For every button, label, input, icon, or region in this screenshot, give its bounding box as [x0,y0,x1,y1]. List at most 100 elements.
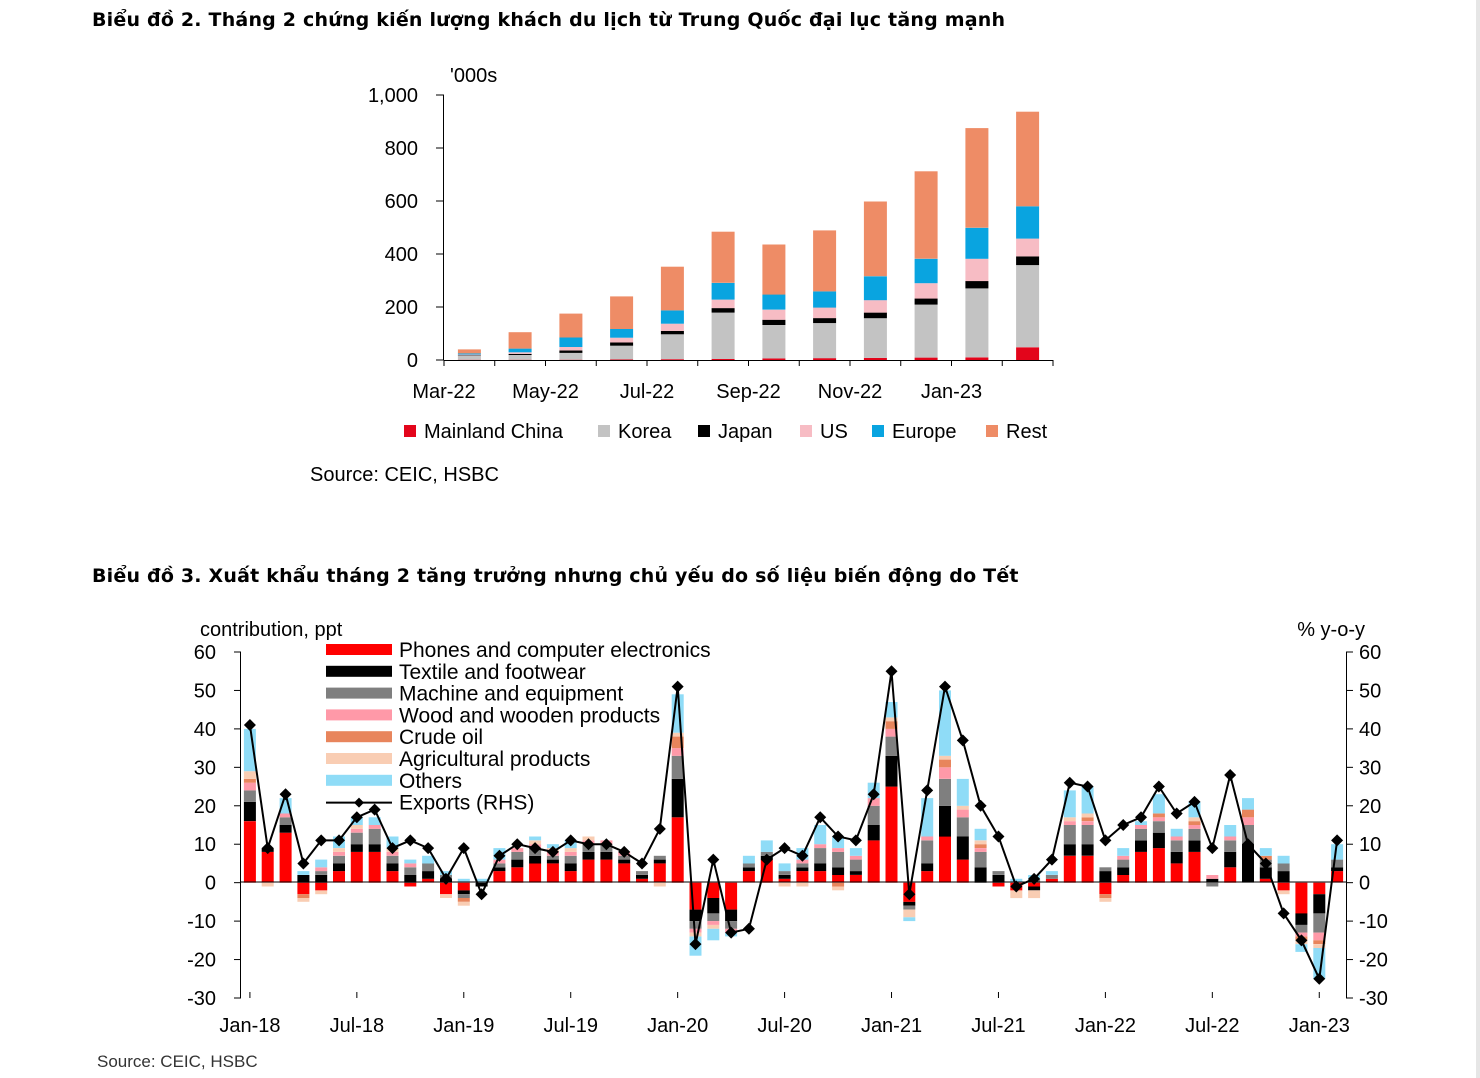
bar-phones-and-computer-electronics-may-22 [1170,863,1183,883]
bar-textile-and-footwear-apr-22 [1152,832,1165,849]
exports-xtick-label: Jul-20 [757,1015,811,1037]
bar-phones-and-computer-electronics-apr-21 [939,836,951,883]
exports-point-jan-23 [1313,972,1326,985]
exports-point-sep-22 [1241,838,1254,851]
bar-machine-and-equipment-jul-21 [992,871,1005,875]
legend-label-japan: Japan [718,421,773,443]
bar-crude-oil-jan-23 [1313,940,1326,945]
exports-point-feb-21 [903,888,916,901]
bar-agricultural-products-jan-20 [671,732,684,737]
bar-agricultural-products-mar-20 [707,925,720,929]
exports-right-tick-label: -30 [1359,988,1388,1010]
bar-wood-and-wooden-products-dec-21 [1081,821,1094,825]
right-edge-divider [1476,0,1480,1078]
exports-right-tick-label: 10 [1359,834,1381,856]
bar-wood-and-wooden-products-mar-21 [921,836,934,841]
legend-swatch-wood-and-wooden-products [326,709,392,721]
bar-mainland-china-oct-22 [813,358,837,360]
legend-swatch-machine-and-equipment [326,687,392,699]
bar-crude-oil-jun-21 [974,844,987,848]
bar-phones-and-computer-electronics-apr-19 [511,867,524,883]
bar-textile-and-footwear-nov-20 [849,871,862,875]
exports-xtick-label: Jul-18 [330,1015,384,1037]
exports-xtick-label: Jan-22 [1075,1015,1136,1037]
exports-point-oct-18 [404,834,417,847]
bar-phones-and-computer-electronics-may-18 [315,882,328,891]
exports-point-jan-21 [885,665,898,678]
bar-europe-feb-23 [1016,206,1040,239]
bar-agricultural-products-nov-22 [1277,890,1290,895]
bar-phones-and-computer-electronics-sep-19 [600,859,613,883]
legend-swatch-japan [698,425,710,437]
exports-point-sep-20 [814,811,827,824]
bar-textile-and-footwear-sep-19 [600,851,613,860]
bar-others-apr-22 [1152,794,1165,814]
bar-textile-and-footwear-jun-21 [974,867,987,883]
bar-wood-and-wooden-products-mar-20 [707,921,720,925]
bar-phones-and-computer-electronics-jun-19 [546,863,559,883]
exports-point-nov-20 [849,834,862,847]
exports-point-oct-20 [832,830,845,843]
bar-machine-and-equipment-jan-18 [243,790,256,802]
bar-machine-and-equipment-apr-21 [939,778,951,806]
bar-others-may-19 [529,836,542,841]
bar-wood-and-wooden-products-jan-18 [243,782,256,791]
bar-phones-and-computer-electronics-oct-21 [1045,878,1058,883]
exports-point-jul-22 [1206,842,1219,855]
exports-point-dec-19 [653,822,666,835]
bar-wood-and-wooden-products-jul-22 [1206,875,1219,879]
bar-others-may-18 [315,859,328,868]
exports-point-apr-20 [725,926,738,939]
bar-agricultural-products-sep-21 [1028,890,1041,899]
bar-korea-jun-22 [610,345,634,360]
legend-label-europe: Europe [892,421,957,443]
tourist-ytick-label: 800 [385,138,418,160]
exports-point-feb-23 [1331,834,1344,847]
bar-machine-and-equipment-jun-21 [974,851,987,868]
bar-others-nov-18 [422,855,435,864]
exports-xtick-label: Jan-21 [861,1015,922,1037]
bar-machine-and-equipment-dec-21 [1081,825,1094,845]
bar-machine-and-equipment-jan-22 [1099,867,1112,872]
bar-korea-feb-23 [1016,265,1040,348]
bar-agricultural-products-aug-20 [796,882,809,887]
legend-swatch-rest [986,425,998,437]
bar-agricultural-products-jan-22 [1099,898,1112,902]
bar-korea-may-22 [559,352,583,360]
bar-europe-nov-22 [863,276,887,301]
exports-point-sep-18 [386,842,399,855]
exports-point-jul-19 [564,834,577,847]
bar-agricultural-products-dec-18 [440,894,452,898]
bar-agricultural-products-dec-19 [653,882,666,887]
bar-textile-and-footwear-apr-21 [939,805,951,837]
legend-swatch-others [326,774,392,786]
bar-wood-and-wooden-products-jun-22 [1188,825,1201,829]
exports-point-may-19 [529,842,542,855]
bar-agricultural-products-oct-20 [832,886,845,891]
bar-textile-and-footwear-feb-20 [689,909,702,922]
tourist-xtick-label: Sep-22 [716,381,781,403]
bar-crude-oil-dec-21 [1081,817,1094,822]
bar-us-jul-22 [660,323,684,331]
bar-textile-and-footwear-dec-19 [653,859,666,864]
tourist-ytick-label: 600 [385,191,418,213]
bar-agricultural-products-feb-21 [903,909,916,918]
exports-right-tick-label: -20 [1359,950,1388,972]
exports-point-may-20 [742,922,755,935]
chart-3-source: Source: CEIC, HSBC [97,1052,258,1071]
bar-phones-and-computer-electronics-feb-23 [1331,871,1344,883]
bar-phones-and-computer-electronics-oct-19 [618,863,631,883]
exports-point-may-22 [1170,807,1183,820]
bar-machine-and-equipment-mar-19 [493,863,506,868]
bar-others-may-21 [956,778,969,806]
bar-textile-and-footwear-may-20 [742,867,755,872]
bar-wood-and-wooden-products-sep-22 [1242,817,1254,825]
exports-xtick-label: Jul-19 [543,1015,597,1037]
exports-point-aug-22 [1224,769,1237,782]
bar-machine-and-equipment-may-18 [315,871,328,875]
bar-wood-and-wooden-products-nov-21 [1063,821,1076,825]
bar-wood-and-wooden-products-may-18 [315,867,328,872]
exports-point-jan-22 [1099,834,1112,847]
legend-label-crude-oil: Crude oil [399,726,483,749]
bar-machine-and-equipment-jan-20 [671,755,684,779]
